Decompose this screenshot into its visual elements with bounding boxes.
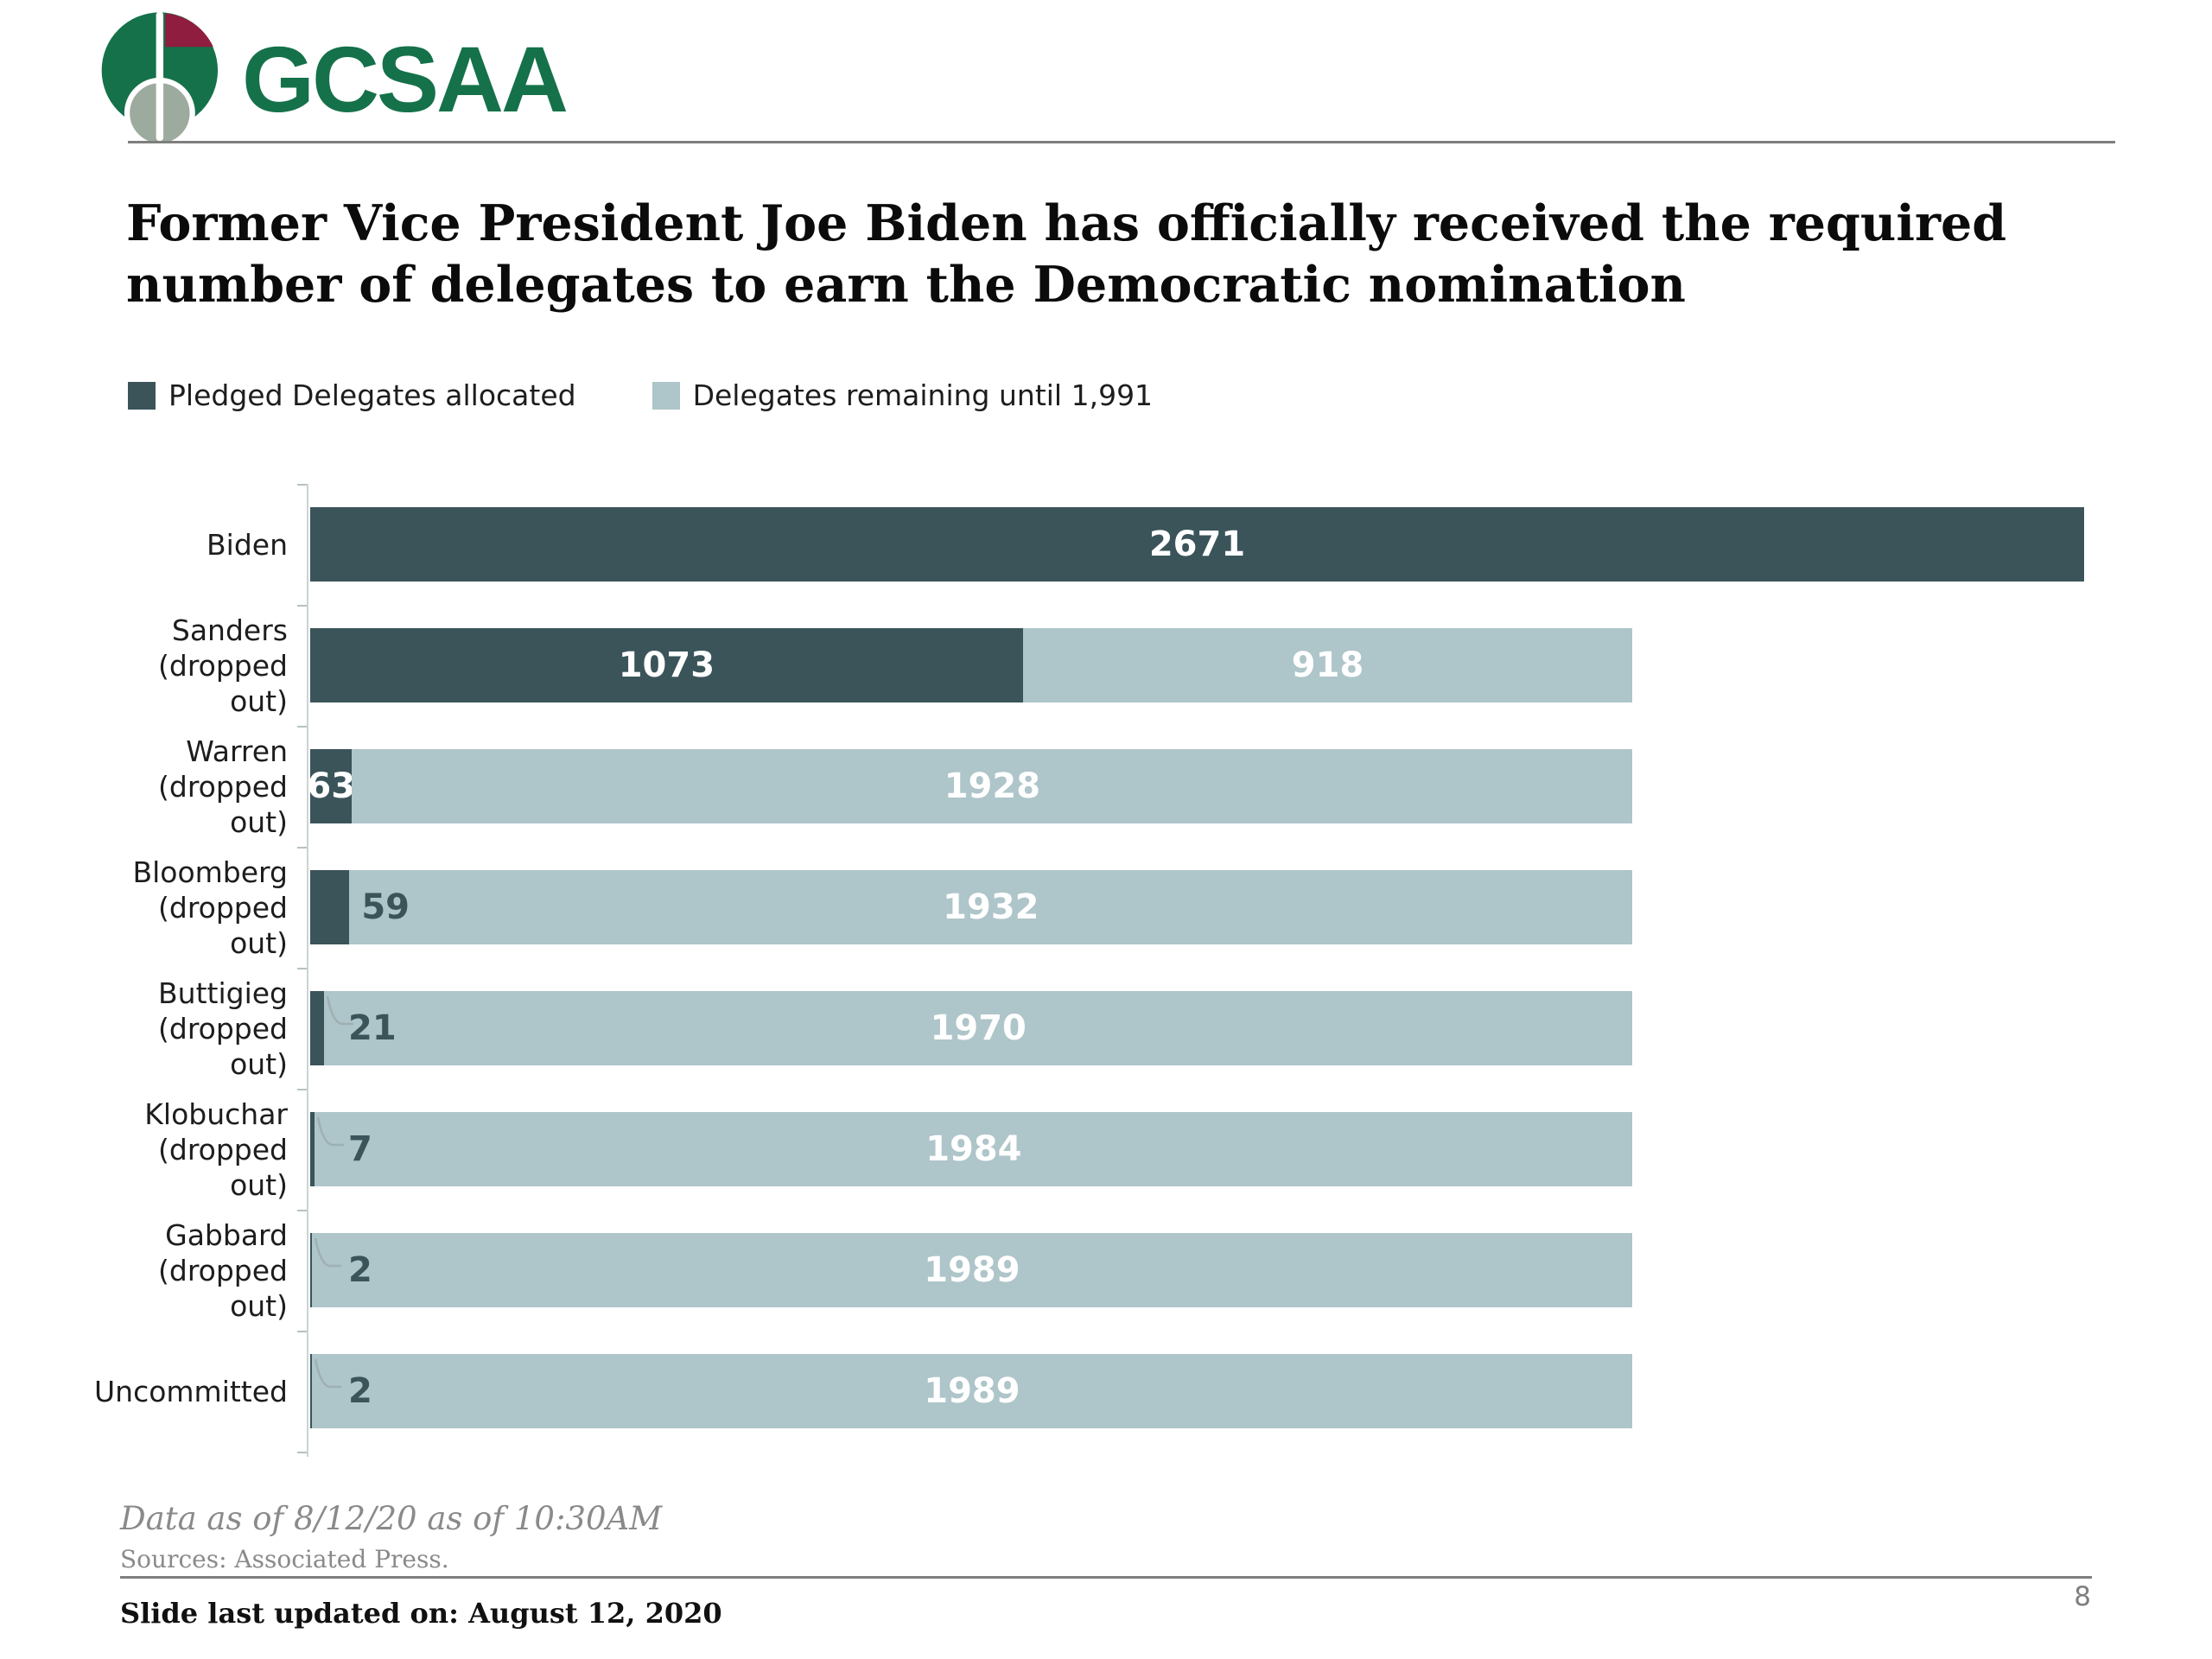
category-name: Warren (186, 734, 288, 768)
allocated-bar-segment: 2671 (310, 507, 2084, 582)
remaining-bar-segment: 1989 (311, 1233, 1633, 1307)
remaining-bar-segment: 1928 (352, 749, 1633, 823)
remaining-value-label: 918 (1291, 645, 1364, 685)
remaining-value-label: 1989 (924, 1371, 1020, 1411)
legend-item-allocated: Pledged Delegates allocated (128, 378, 576, 412)
allocated-value-label: 2 (348, 1371, 372, 1411)
legend-label-allocated: Pledged Delegates allocated (168, 378, 576, 412)
remaining-bar-segment: 1932 (349, 870, 1633, 944)
category-sublabel: (dropped out) (158, 1253, 288, 1323)
remaining-bar-segment: 918 (1022, 628, 1633, 702)
golf-flag-icon (101, 11, 219, 149)
category-name: Biden (207, 527, 288, 562)
category-name: Buttigieg (158, 976, 288, 1010)
bar-track: 1970 21 (310, 991, 2084, 1065)
category-name: Bloomberg (132, 855, 288, 889)
bar-track: 1989 2 (310, 1354, 2084, 1428)
category-label: Sanders (dropped out) (92, 613, 308, 719)
category-label: Klobuchar (dropped out) (92, 1096, 308, 1203)
remaining-bar-segment: 1989 (311, 1354, 1633, 1428)
legend-label-remaining: Delegates remaining until 1,991 (692, 378, 1154, 412)
bar-track: 1984 7 (310, 1112, 2084, 1186)
chart-row: Klobuchar (dropped out) 1984 7 (92, 1089, 2166, 1210)
allocated-bar-segment (310, 1233, 312, 1307)
page-number: 8 (2074, 1581, 2091, 1612)
category-name: Klobuchar (144, 1096, 288, 1131)
remaining-value-label: 1989 (924, 1250, 1020, 1290)
allocated-bar-segment (310, 1112, 315, 1186)
remaining-value-label: 1970 (930, 1008, 1027, 1048)
category-sublabel: (dropped out) (158, 648, 288, 718)
category-label: Gabbard (dropped out) (92, 1217, 308, 1324)
category-label: Biden (92, 527, 308, 563)
allocated-value-label: 59 (361, 887, 410, 927)
leader-line-icon (314, 1237, 341, 1268)
category-label: Warren (dropped out) (92, 734, 308, 840)
footer-sources: Sources: Associated Press. (120, 1545, 449, 1573)
chart-row: Warren (dropped out) 63 1928 (92, 726, 2166, 847)
chart-row: Bloomberg (dropped out) 1932 59 (92, 847, 2166, 968)
category-name: Gabbard (165, 1217, 288, 1252)
remaining-value-label: 1932 (943, 887, 1039, 927)
allocated-value-label: 2 (348, 1250, 372, 1290)
allocated-bar-segment (310, 991, 325, 1065)
page-title-line2: number of delegates to earn the Democrat… (126, 255, 1686, 314)
category-sublabel: (dropped out) (158, 890, 288, 960)
bar-track: 63 1928 (307, 749, 2084, 823)
bar-track: 1073 918 (310, 628, 2084, 702)
bar-track: 1989 2 (310, 1233, 2084, 1307)
page-title: Former Vice President Joe Biden has offi… (126, 194, 2113, 315)
allocated-bar-segment: 1073 (310, 628, 1023, 702)
chart-row: Sanders (dropped out) 1073 918 (92, 605, 2166, 726)
allocated-value-label: 1073 (618, 645, 715, 685)
chart-axis-ticks (297, 484, 307, 1457)
chart-row: Uncommitted 1989 2 (92, 1331, 2166, 1452)
category-sublabel: (dropped out) (158, 1132, 288, 1202)
delegate-chart: Biden 2671 Sanders (dropped out) 1073 918 Warr… (92, 484, 2166, 1469)
category-label: Bloomberg (dropped out) (92, 855, 308, 961)
leader-line-icon (326, 995, 354, 1026)
category-name: Sanders (171, 613, 288, 647)
category-sublabel: (dropped out) (158, 1011, 288, 1081)
category-sublabel: (dropped out) (158, 769, 288, 839)
allocated-value-label: 63 (307, 766, 356, 806)
category-label: Uncommitted (92, 1374, 308, 1409)
bar-track: 1932 59 (310, 870, 2084, 944)
chart-axis (307, 484, 308, 1457)
remaining-bar-segment: 1984 (315, 1112, 1633, 1186)
legend-item-remaining: Delegates remaining until 1,991 (652, 378, 1153, 412)
logo-text: GCSAA (242, 27, 569, 131)
remaining-value-label: 1928 (944, 766, 1041, 806)
category-label: Buttigieg (dropped out) (92, 976, 308, 1082)
chart-row: Buttigieg (dropped out) 1970 21 (92, 968, 2166, 1089)
allocated-bar-segment (310, 870, 350, 944)
remaining-bar-segment: 1970 (324, 991, 1633, 1065)
allocated-bar-segment: 63 (307, 749, 356, 823)
allocated-value-label: 21 (348, 1008, 397, 1048)
legend-swatch-remaining-icon (652, 381, 680, 410)
footer-slide-updated: Slide last updated on: August 12, 2020 (120, 1597, 722, 1630)
leader-line-icon (317, 1116, 345, 1147)
page-title-line1: Former Vice President Joe Biden has offi… (126, 194, 2007, 252)
legend-swatch-allocated-icon (128, 381, 156, 410)
category-name: Uncommitted (94, 1374, 288, 1408)
header-divider (128, 141, 2115, 143)
leader-line-icon (314, 1358, 341, 1389)
remaining-value-label: 1984 (925, 1129, 1022, 1169)
chart-legend: Pledged Delegates allocated Delegates re… (128, 378, 1153, 412)
allocated-value-label: 7 (348, 1129, 372, 1169)
chart-rows: Biden 2671 Sanders (dropped out) 1073 918 Warr… (92, 484, 2166, 1452)
allocated-value-label: 2671 (1148, 524, 1246, 564)
chart-row: Gabbard (dropped out) 1989 2 (92, 1210, 2166, 1331)
bar-track: 2671 (310, 507, 2084, 582)
footer-data-asof: Data as of 8/12/20 as of 10:30AM (120, 1500, 663, 1537)
footer-divider (120, 1576, 2092, 1579)
gcsaa-logo: GCSAA (97, 7, 569, 152)
allocated-bar-segment (310, 1354, 312, 1428)
chart-row: Biden 2671 (92, 484, 2166, 605)
